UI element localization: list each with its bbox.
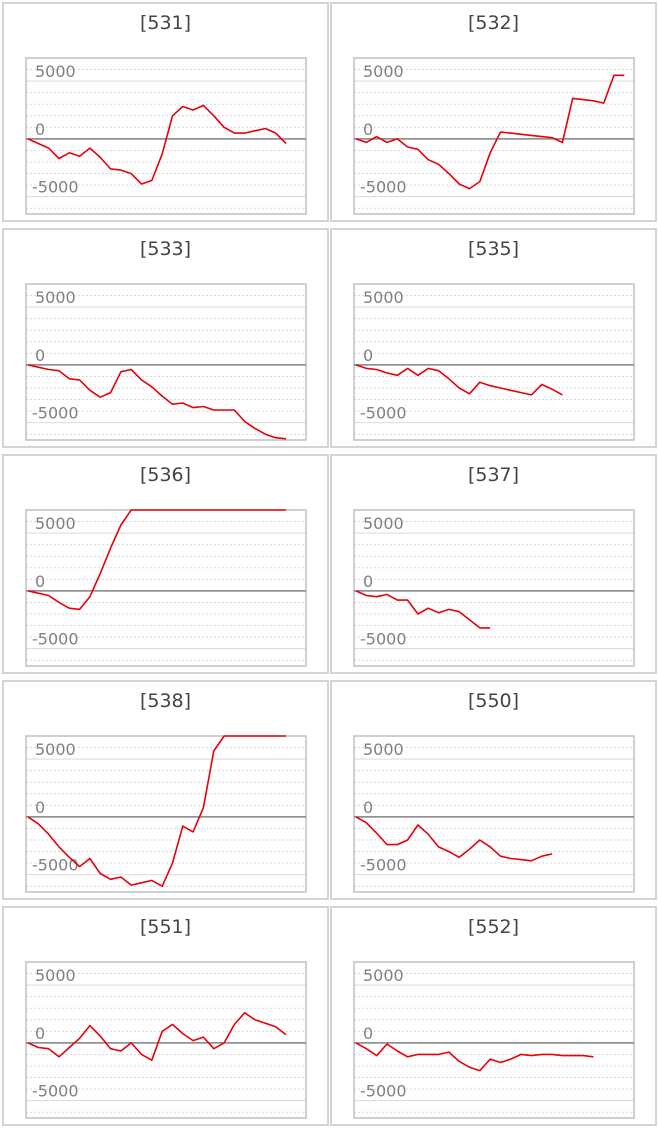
plot-frame: [353, 961, 635, 1119]
chart-plot: 5000 0 -5000: [25, 735, 307, 893]
y-tick-label: -5000: [32, 404, 79, 423]
chart-plot: 5000 0 -5000: [25, 283, 307, 441]
y-tick-label: 5000: [363, 288, 404, 307]
y-tick-label: -5000: [360, 404, 407, 423]
y-tick-label: 5000: [35, 966, 76, 985]
series-line: [27, 364, 287, 440]
chart-title: [551]: [139, 916, 192, 938]
y-tick-label: -5000: [32, 1082, 79, 1101]
y-tick-label: 5000: [363, 966, 404, 985]
y-tick-label: 0: [35, 798, 45, 817]
y-tick-label: 0: [363, 798, 373, 817]
y-tick-label: 0: [363, 346, 373, 365]
plot-frame: [25, 57, 307, 215]
chart-plot: 5000 0 -5000: [353, 283, 635, 441]
chart-plot: 5000 0 -5000: [25, 509, 307, 667]
y-tick-label: -5000: [32, 630, 79, 649]
y-tick-label: 0: [363, 572, 373, 591]
chart-title: [536]: [139, 464, 192, 486]
chart-panel: [538] 5000 0 -5000: [2, 680, 329, 900]
chart-title: [550]: [467, 690, 520, 712]
chart-plot: 5000 0 -5000: [25, 57, 307, 215]
y-tick-label: 5000: [35, 62, 76, 81]
chart-panel: [533] 5000 0 -5000: [2, 228, 329, 448]
chart-title: [532]: [467, 12, 520, 34]
y-tick-label: 5000: [35, 740, 76, 759]
y-tick-label: 5000: [363, 62, 404, 81]
chart-title: [552]: [467, 916, 520, 938]
y-tick-label: -5000: [360, 1082, 407, 1101]
plot-frame: [353, 509, 635, 667]
y-tick-label: 0: [35, 120, 45, 139]
plot-frame: [25, 283, 307, 441]
y-tick-label: 0: [35, 572, 45, 591]
y-tick-label: -5000: [360, 856, 407, 875]
chart-title: [535]: [467, 238, 520, 260]
y-tick-label: 0: [35, 1024, 45, 1043]
plot-frame: [353, 283, 635, 441]
chart-plot: 5000 0 -5000: [25, 961, 307, 1119]
series-line: [355, 74, 625, 190]
y-tick-label: 5000: [35, 514, 76, 533]
series-line: [27, 1012, 287, 1061]
chart-panel: [551] 5000 0 -5000: [2, 906, 329, 1126]
series-line: [27, 735, 286, 887]
series-line: [355, 590, 491, 629]
chart-title: [533]: [139, 238, 192, 260]
y-tick-label: 5000: [35, 288, 76, 307]
y-tick-label: 5000: [363, 514, 404, 533]
y-tick-label: -5000: [360, 178, 407, 197]
y-tick-label: -5000: [32, 178, 79, 197]
chart-panel: [550] 5000 0 -5000: [330, 680, 657, 900]
plot-frame: [25, 961, 307, 1119]
y-tick-label: -5000: [32, 856, 79, 875]
chart-title: [531]: [139, 12, 192, 34]
y-tick-label: 5000: [363, 740, 404, 759]
chart-panel: [531] 5000 0 -5000: [2, 2, 329, 222]
chart-title: [538]: [139, 690, 192, 712]
chart-title: [537]: [467, 464, 520, 486]
plot-frame: [353, 735, 635, 893]
plot-frame: [353, 57, 635, 215]
chart-plot: 5000 0 -5000: [353, 509, 635, 667]
series-line: [27, 509, 286, 611]
chart-panel: [532] 5000 0 -5000: [330, 2, 657, 222]
chart-panel: [535] 5000 0 -5000: [330, 228, 657, 448]
series-line: [355, 364, 563, 396]
series-line: [27, 104, 287, 185]
chart-panel: [552] 5000 0 -5000: [330, 906, 657, 1126]
y-tick-label: 0: [363, 120, 373, 139]
series-line: [355, 816, 553, 862]
chart-panel: [536] 5000 0 -5000: [2, 454, 329, 674]
y-tick-label: 0: [35, 346, 45, 365]
chart-plot: 5000 0 -5000: [353, 961, 635, 1119]
chart-panel: [537] 5000 0 -5000: [330, 454, 657, 674]
y-tick-label: -5000: [360, 630, 407, 649]
chart-plot: 5000 0 -5000: [353, 735, 635, 893]
series-line: [355, 1042, 594, 1072]
chart-plot: 5000 0 -5000: [353, 57, 635, 215]
y-tick-label: 0: [363, 1024, 373, 1043]
plot-frame: [25, 735, 307, 893]
